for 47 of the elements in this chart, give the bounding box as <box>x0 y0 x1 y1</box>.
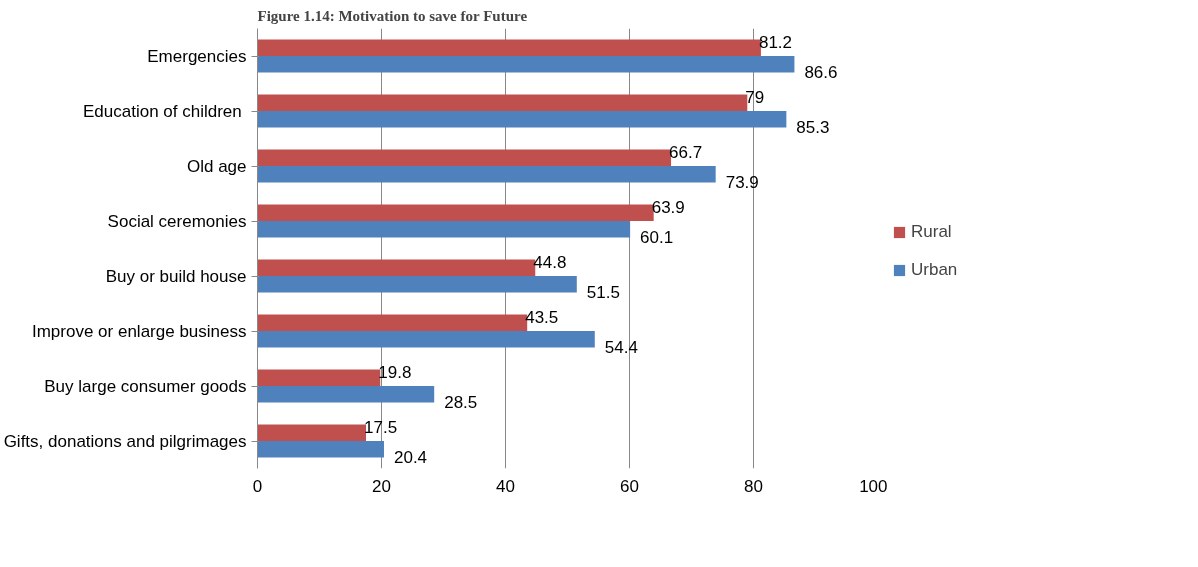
y-tick-label: Gifts, donations and pilgrimages <box>3 431 247 451</box>
bar <box>257 56 795 73</box>
x-tick-label: 0 <box>252 476 263 496</box>
y-tick-label: Social ceremonies <box>107 211 247 231</box>
bar <box>257 111 787 128</box>
data-label: 17.5 <box>364 417 398 437</box>
data-label: 85.3 <box>796 118 830 138</box>
bar <box>257 441 384 458</box>
data-label: 19.8 <box>378 362 412 382</box>
bar <box>257 424 366 441</box>
data-label: 44.8 <box>533 252 567 272</box>
chart-title: Figure 1.14: Motivation to save for Future <box>257 7 528 24</box>
y-tick-label: Education of children <box>83 101 242 121</box>
data-label: 79 <box>745 87 765 107</box>
data-label: 63.9 <box>651 197 685 217</box>
data-label: 73.9 <box>725 173 759 193</box>
y-tick-label: Old age <box>186 156 247 176</box>
legend-label: Rural <box>911 222 952 242</box>
data-label: 66.7 <box>669 142 703 162</box>
bar <box>257 386 435 403</box>
bar <box>257 94 748 111</box>
bar <box>257 39 761 56</box>
data-label: 60.1 <box>640 228 674 248</box>
bar <box>257 369 381 386</box>
data-label: 28.5 <box>444 393 478 413</box>
y-tick-label: Emergencies <box>147 46 247 66</box>
x-tick-label: 40 <box>496 476 515 496</box>
bar <box>257 149 672 166</box>
x-tick-label: 20 <box>372 476 391 496</box>
y-tick-label: Improve or enlarge business <box>32 321 247 341</box>
data-label: 20.4 <box>393 448 428 468</box>
bar <box>257 276 577 293</box>
bar <box>257 221 631 238</box>
x-tick-label: 60 <box>620 476 639 496</box>
y-tick-label: Buy or build house <box>105 266 247 286</box>
bar <box>257 204 654 221</box>
data-label: 51.5 <box>586 283 620 303</box>
data-label: 54.4 <box>604 338 638 358</box>
x-tick-label: 100 <box>859 476 888 496</box>
data-label: 86.6 <box>804 63 838 83</box>
bar <box>257 331 595 348</box>
bar <box>257 166 716 183</box>
x-tick-label: 80 <box>744 476 763 496</box>
legend-label: Urban <box>911 260 958 280</box>
y-tick-label: Buy large consumer goods <box>44 376 247 396</box>
data-label: 43.5 <box>525 307 559 327</box>
data-label: 81.2 <box>758 32 793 52</box>
